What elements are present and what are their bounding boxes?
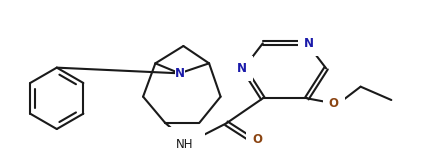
Text: N: N (175, 67, 184, 80)
Text: O: O (329, 97, 339, 110)
Text: NH: NH (176, 138, 193, 151)
Text: O: O (252, 133, 262, 146)
Text: N: N (304, 37, 314, 50)
Text: N: N (237, 62, 246, 75)
